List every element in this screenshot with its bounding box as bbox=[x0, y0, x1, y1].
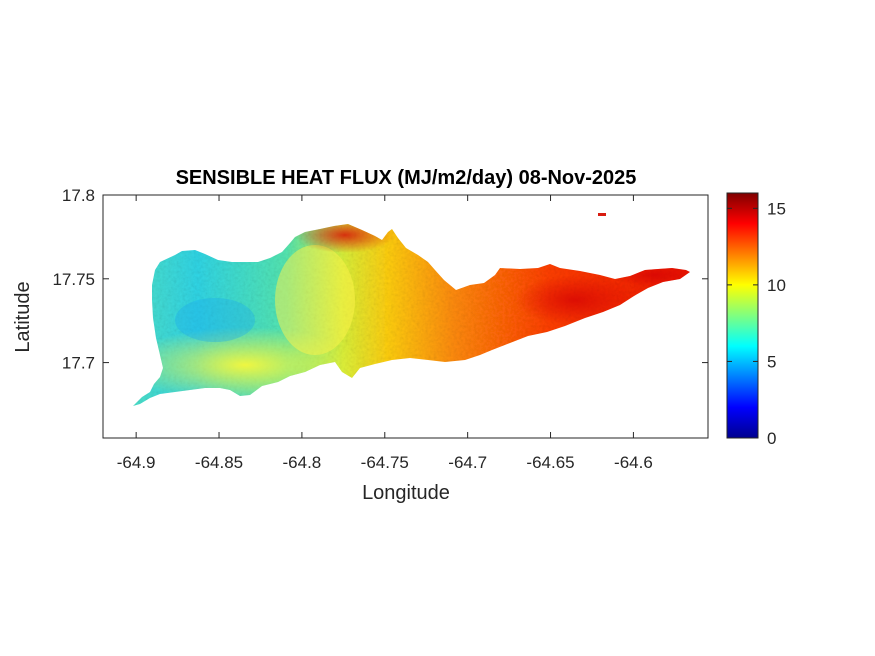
colorbar-tick-label: 15 bbox=[767, 199, 786, 218]
y-axis-label: Latitude bbox=[12, 281, 34, 352]
y-tick-label: 17.7 bbox=[62, 354, 95, 373]
colorbar-gradient bbox=[726, 192, 759, 439]
y-axis: 17.7 17.75 17.8 bbox=[52, 186, 708, 373]
x-axis: -64.9 -64.85 -64.8 -64.75 -64.7 -64.65 -64.6 bbox=[117, 195, 653, 472]
plot-area bbox=[102, 194, 709, 439]
x-tick-label: -64.7 bbox=[448, 453, 487, 472]
x-tick-label: -64.85 bbox=[195, 453, 243, 472]
chart-title: SENSIBLE HEAT FLUX (MJ/m2/day) 08-Nov-20… bbox=[176, 167, 637, 189]
x-tick-label: -64.65 bbox=[526, 453, 574, 472]
y-tick-label: 17.75 bbox=[52, 270, 95, 289]
colorbar-tick-label: 10 bbox=[767, 276, 786, 295]
colorbar-tick-label: 5 bbox=[767, 352, 776, 371]
y-tick-label: 17.8 bbox=[62, 186, 95, 205]
x-tick-label: -64.9 bbox=[117, 453, 156, 472]
x-axis-label: Longitude bbox=[362, 482, 450, 504]
islet bbox=[598, 213, 606, 216]
x-tick-label: -64.75 bbox=[361, 453, 409, 472]
x-tick-label: -64.8 bbox=[283, 453, 322, 472]
colorbar: 0 5 10 15 bbox=[726, 192, 786, 448]
colorbar-tick-label: 0 bbox=[767, 429, 776, 448]
x-tick-label: -64.6 bbox=[614, 453, 653, 472]
plot-frame bbox=[102, 194, 709, 439]
